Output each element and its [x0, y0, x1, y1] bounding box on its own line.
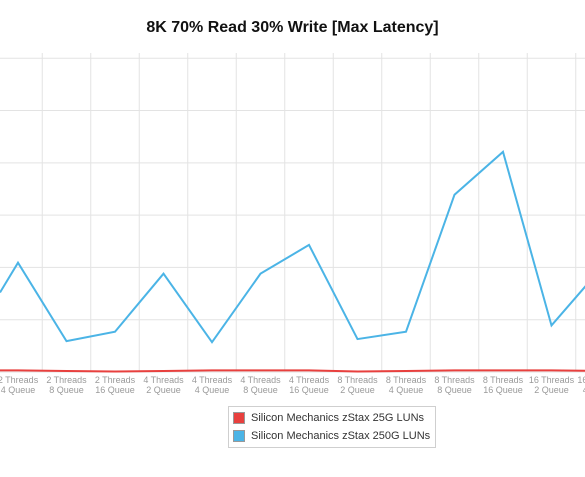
x-tick-label-2: 2 Threads 16 Queue [95, 375, 136, 395]
x-tick-label-8: 8 Threads 4 Queue [386, 375, 427, 395]
grid-lines [0, 53, 585, 373]
legend-swatch-250g [233, 430, 245, 442]
legend-item-25g[interactable]: Silicon Mechanics zStax 25G LUNs [233, 411, 424, 425]
x-tick-label-11: 16 Threads 2 Queue [529, 375, 575, 395]
x-tick-label-6: 4 Threads 16 Queue [289, 375, 330, 395]
x-tick-label-7: 8 Threads 2 Queue [337, 375, 378, 395]
x-tick-label-9: 8 Threads 8 Queue [434, 375, 475, 395]
x-tick-label-3: 4 Threads 2 Queue [143, 375, 184, 395]
legend: Silicon Mechanics zStax 25G LUNs Silicon… [228, 406, 436, 448]
x-tick-label-5: 4 Threads 8 Queue [240, 375, 281, 395]
x-tick-labels: 2 Threads 4 Queue 2 Threads 8 Queue 2 Thread… [0, 375, 585, 395]
legend-item-250g[interactable]: Silicon Mechanics zStax 250G LUNs [233, 429, 430, 443]
legend-label-250g: Silicon Mechanics zStax 250G LUNs [251, 430, 431, 442]
chart-title: 8K 70% Read 30% Write [Max Latency] [146, 19, 439, 36]
x-tick-label-10: 8 Threads 16 Queue [483, 375, 524, 395]
legend-swatch-25g [233, 412, 245, 424]
series-line-1 [0, 150, 585, 344]
x-tick-label-4: 4 Threads 4 Queue [192, 375, 233, 395]
series-line-0 [0, 369, 585, 373]
series-lines [0, 150, 585, 373]
x-tick-label-0: 2 Threads 4 Queue [0, 375, 39, 395]
legend-label-25g: Silicon Mechanics zStax 25G LUNs [251, 412, 425, 424]
x-tick-label-1: 2 Threads 8 Queue [46, 375, 87, 395]
